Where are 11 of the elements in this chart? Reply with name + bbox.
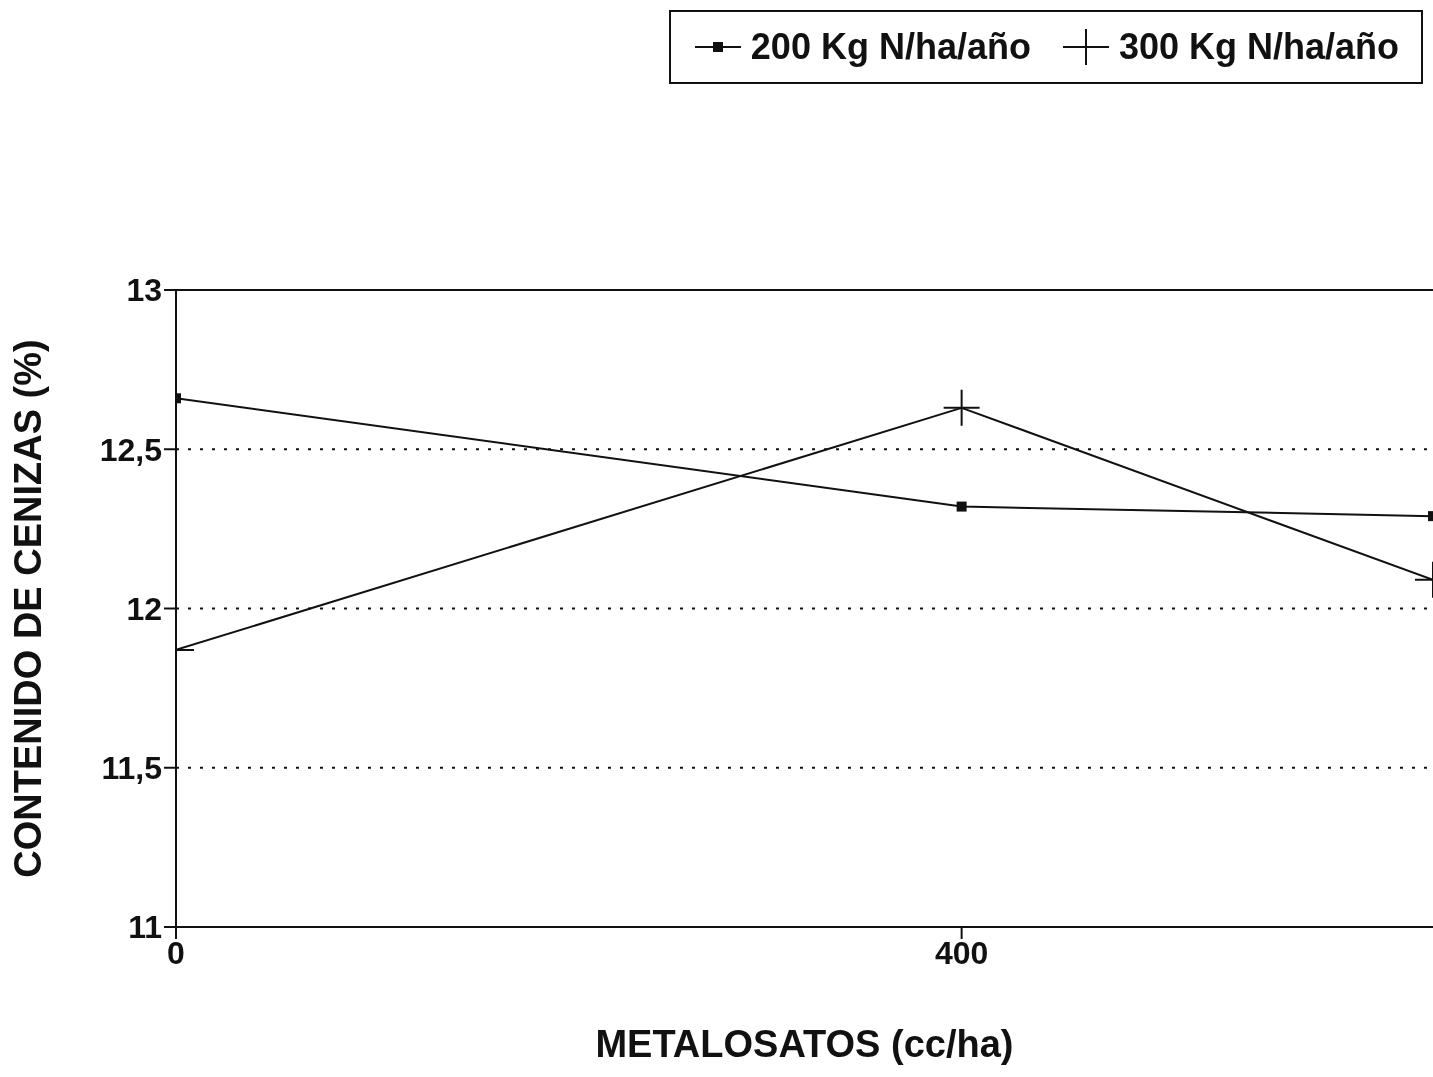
x-axis-title: METALOSATOS (cc/ha) <box>595 1023 1014 1065</box>
y-tick-label: 11 <box>128 909 162 946</box>
y-tick-label: 13 <box>126 272 162 309</box>
y-tick-label: 12 <box>126 590 162 627</box>
legend-label: 300 Kg N/ha/año <box>1118 26 1399 68</box>
x-tick-label: 0 <box>167 934 185 971</box>
y-axis-title: CONTENIDO DE CENIZAS (%) <box>7 339 50 878</box>
x-tick-label: 400 <box>934 934 989 971</box>
y-tick-label: 11,5 <box>101 750 162 787</box>
y-tick-label: 12,5 <box>99 431 162 468</box>
legend-label: 200 Kg N/ha/año <box>750 26 1031 68</box>
